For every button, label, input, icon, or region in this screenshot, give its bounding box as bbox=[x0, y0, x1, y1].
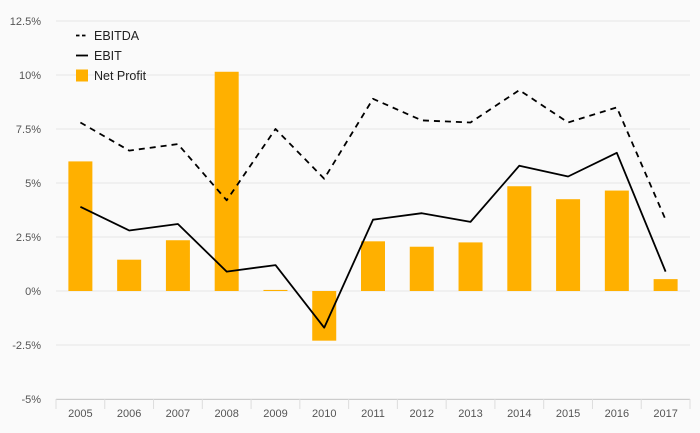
x-tick-label: 2008 bbox=[214, 408, 238, 420]
x-tick-label: 2007 bbox=[166, 408, 190, 420]
legend-label: Net Profit bbox=[94, 69, 147, 83]
net-profit-bar bbox=[361, 241, 385, 291]
x-tick-label: 2011 bbox=[361, 408, 385, 420]
x-tick-label: 2017 bbox=[653, 408, 677, 420]
x-tick-label: 2016 bbox=[605, 408, 629, 420]
legend-label: EBIT bbox=[94, 49, 122, 63]
x-tick-label: 2013 bbox=[458, 408, 482, 420]
net-profit-bar bbox=[604, 190, 629, 291]
net-profit-bar bbox=[556, 199, 581, 291]
net-profit-bar bbox=[263, 289, 288, 291]
net-profit-bar bbox=[117, 259, 142, 291]
y-tick-label: 0% bbox=[25, 286, 41, 298]
net-profit-bar bbox=[165, 240, 190, 291]
legend-label: EBITDA bbox=[94, 29, 140, 43]
y-tick-label: -5% bbox=[21, 394, 41, 406]
x-tick-label: 2005 bbox=[68, 408, 92, 420]
legend-swatch bbox=[76, 69, 88, 82]
net-profit-bar bbox=[653, 279, 678, 291]
y-tick-label: 10% bbox=[19, 70, 41, 82]
axes: -5% -2.5% 0% 2.5% 5% 7.5% 10% 12.5% 2005 2006 2007… bbox=[10, 16, 691, 420]
ebit-line bbox=[80, 151, 667, 329]
net-profit-bar bbox=[409, 246, 434, 291]
net-profit-bar bbox=[458, 242, 483, 291]
net-profit-bar bbox=[68, 161, 93, 291]
x-tick-label: 2014 bbox=[507, 408, 531, 420]
y-tick-label: 2.5% bbox=[16, 232, 41, 244]
net-profit-bars bbox=[68, 71, 678, 341]
x-tick-label: 2009 bbox=[263, 408, 287, 420]
series-lines bbox=[79, 89, 667, 329]
net-profit-bar bbox=[214, 71, 239, 291]
net-profit-bar bbox=[507, 186, 532, 291]
y-tick-label: 5% bbox=[25, 178, 41, 190]
x-tick-label: 2015 bbox=[556, 408, 580, 420]
y-tick-label: 12.5% bbox=[10, 16, 41, 28]
grid bbox=[56, 20, 690, 400]
x-tick-label: 2012 bbox=[410, 408, 434, 420]
y-tick-label: 7.5% bbox=[16, 124, 41, 136]
x-tick-label: 2006 bbox=[117, 408, 141, 420]
x-tick-label: 2010 bbox=[312, 408, 336, 420]
ebitda-line bbox=[79, 89, 667, 221]
legend: EBITDA EBIT Net Profit bbox=[76, 29, 147, 83]
net-profit-bar bbox=[312, 291, 337, 341]
y-tick-label: -2.5% bbox=[12, 340, 41, 352]
